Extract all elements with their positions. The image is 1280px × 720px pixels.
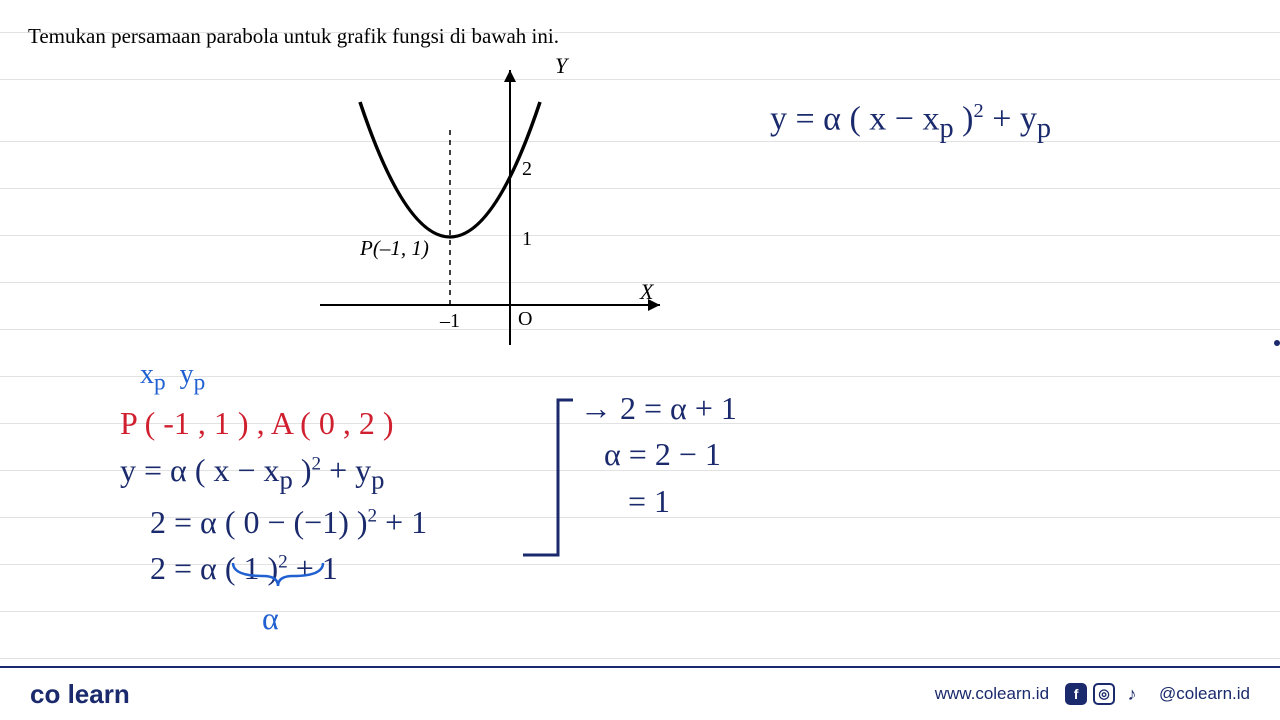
footer-url: www.colearn.id [935,684,1049,704]
x-tick-neg1: –1 [439,310,460,332]
x-axis-label: X [639,279,655,304]
footer-right: www.colearn.id f ◎ ♪ @colearn.id [935,683,1250,705]
brand-learn: learn [68,679,130,709]
work-line-2: 2 = α ( 0 − (−1) )2 + 1 [150,499,427,545]
bracket-connector [518,390,578,570]
brand-co: co [30,679,60,709]
work-line-1: y = α ( x − xp )2 + yp [120,447,427,499]
points-line: P ( -1 , 1 ) , A ( 0 , 2 ) [120,400,427,446]
parabola-graph: Y X O –1 1 2 P(–1, 1) [300,55,680,345]
brand-dot [60,679,67,709]
social-icons: f ◎ ♪ [1065,683,1143,705]
brand-logo: co learn [30,679,130,710]
tiktok-icon: ♪ [1121,683,1143,705]
question-text: Temukan persamaan parabola untuk grafik … [28,24,559,49]
footer-handle: @colearn.id [1159,684,1250,704]
edge-dot [1274,340,1280,346]
vertex-label: P(–1, 1) [359,236,429,260]
facebook-icon: f [1065,683,1087,705]
underbrace [228,558,328,588]
instagram-icon: ◎ [1093,683,1115,705]
origin-label: O [518,308,532,330]
right-line-1: → 2 = α + 1 [580,385,737,431]
vertex-form-formula: y = α ( x − xp )2 + yp [770,100,1051,145]
xp-yp-label: xp yp [140,355,427,400]
right-solution: → 2 = α + 1 α = 2 − 1 = 1 [580,385,737,524]
y-tick-2: 2 [522,158,532,180]
alpha-underbrace-label: α [262,600,279,637]
y-tick-1: 1 [522,228,532,250]
right-line-2: α = 2 − 1 [580,431,737,477]
footer-bar: co learn www.colearn.id f ◎ ♪ @colearn.i… [0,666,1280,720]
solution-work: xp yp P ( -1 , 1 ) , A ( 0 , 2 ) y = α (… [120,355,427,592]
right-line-3: = 1 [580,478,737,524]
y-axis-label: Y [555,55,570,78]
